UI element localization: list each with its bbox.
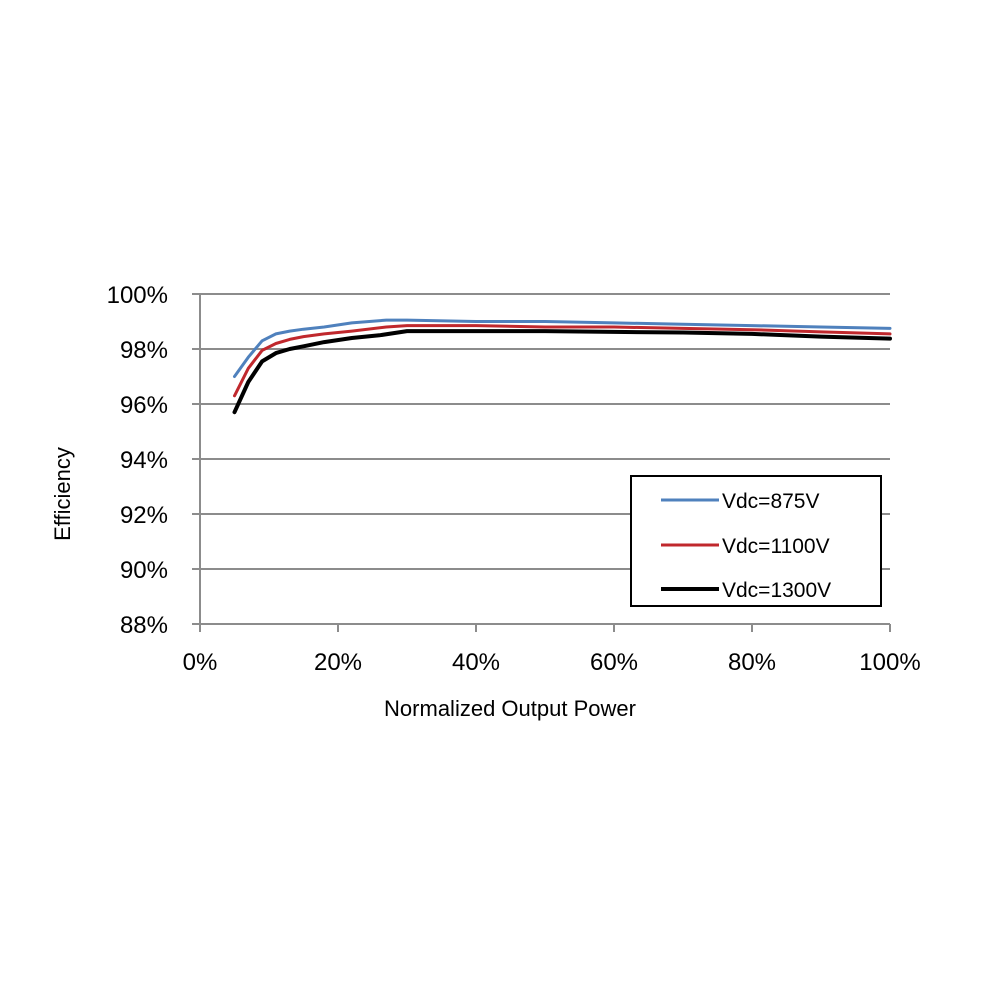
legend-box xyxy=(630,475,882,607)
series-line-3 xyxy=(232,329,892,415)
y-tick-label: 88% xyxy=(120,612,168,639)
series-line-2 xyxy=(233,324,892,398)
y-tick-label: 94% xyxy=(120,447,168,474)
legend-label-3: Vdc=1300V xyxy=(722,579,831,602)
y-tick-labels: 88% 90% 92% 94% 96% 98% 100% xyxy=(107,282,168,639)
legend-label-1: Vdc=875V xyxy=(722,490,820,513)
x-tick-label: 20% xyxy=(314,649,362,676)
x-tick-label: 100% xyxy=(859,649,920,676)
x-axis-title: Normalized Output Power xyxy=(384,696,636,721)
x-tick-label: 40% xyxy=(452,649,500,676)
axes xyxy=(199,294,891,632)
x-tick-label: 80% xyxy=(728,649,776,676)
series-line-1 xyxy=(233,318,892,378)
series-lines xyxy=(232,318,892,415)
legend-label-2: Vdc=1100V xyxy=(722,535,830,558)
y-tick-label: 100% xyxy=(107,282,168,309)
y-tick-label: 96% xyxy=(120,392,168,419)
legend: Vdc=875V Vdc=1100V Vdc=1300V xyxy=(630,475,882,607)
y-tick-label: 98% xyxy=(120,337,168,364)
x-tick-labels: 0% 20% 40% 60% 80% 100% xyxy=(183,649,921,676)
y-axis-title: Efficiency xyxy=(50,447,75,541)
y-tick-label: 90% xyxy=(120,557,168,584)
gridlines xyxy=(192,293,890,625)
y-tick-label: 92% xyxy=(120,502,168,529)
x-tick-label: 0% xyxy=(183,649,218,676)
x-tick-label: 60% xyxy=(590,649,638,676)
